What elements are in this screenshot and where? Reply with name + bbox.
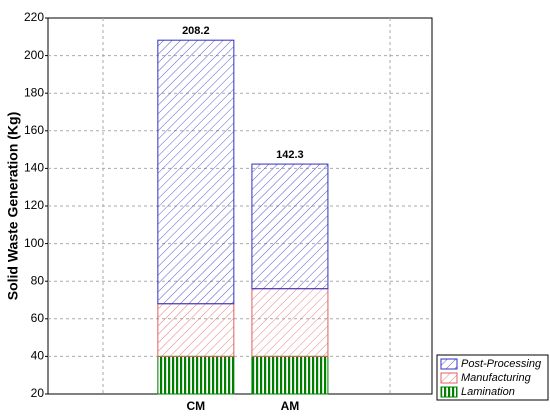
y-tick-label: 220 [24,10,44,24]
legend-swatch [440,372,458,384]
bar-segment [157,355,235,395]
y-tick-label: 40 [31,349,45,363]
y-tick-label: 140 [24,161,44,175]
y-tick-label: 100 [24,236,44,250]
y-tick-label: 200 [24,48,44,62]
bar-segment [157,39,235,305]
legend-swatch [440,386,458,398]
legend-label: Lamination [461,386,515,398]
y-tick-label: 160 [24,123,44,137]
bar-segment [251,355,329,395]
x-tick-label: AM [281,399,300,413]
total-label: 208.2 [182,25,210,37]
y-tick-label: 60 [31,311,45,325]
x-tick-label: CM [187,399,206,413]
legend-label: Post-Processing [461,358,542,370]
total-label: 142.3 [276,149,304,161]
bar-segment [157,303,235,357]
bar-segment [251,288,329,357]
y-axis-label: Solid Waste Generation (Kg) [5,112,21,301]
y-tick-label: 120 [24,198,44,212]
y-tick-label: 80 [31,273,45,287]
y-tick-label: 20 [31,386,45,400]
legend-swatch [440,358,458,370]
bar-segment [251,163,329,290]
y-tick-label: 180 [24,85,44,99]
legend-label: Manufacturing [461,372,532,384]
